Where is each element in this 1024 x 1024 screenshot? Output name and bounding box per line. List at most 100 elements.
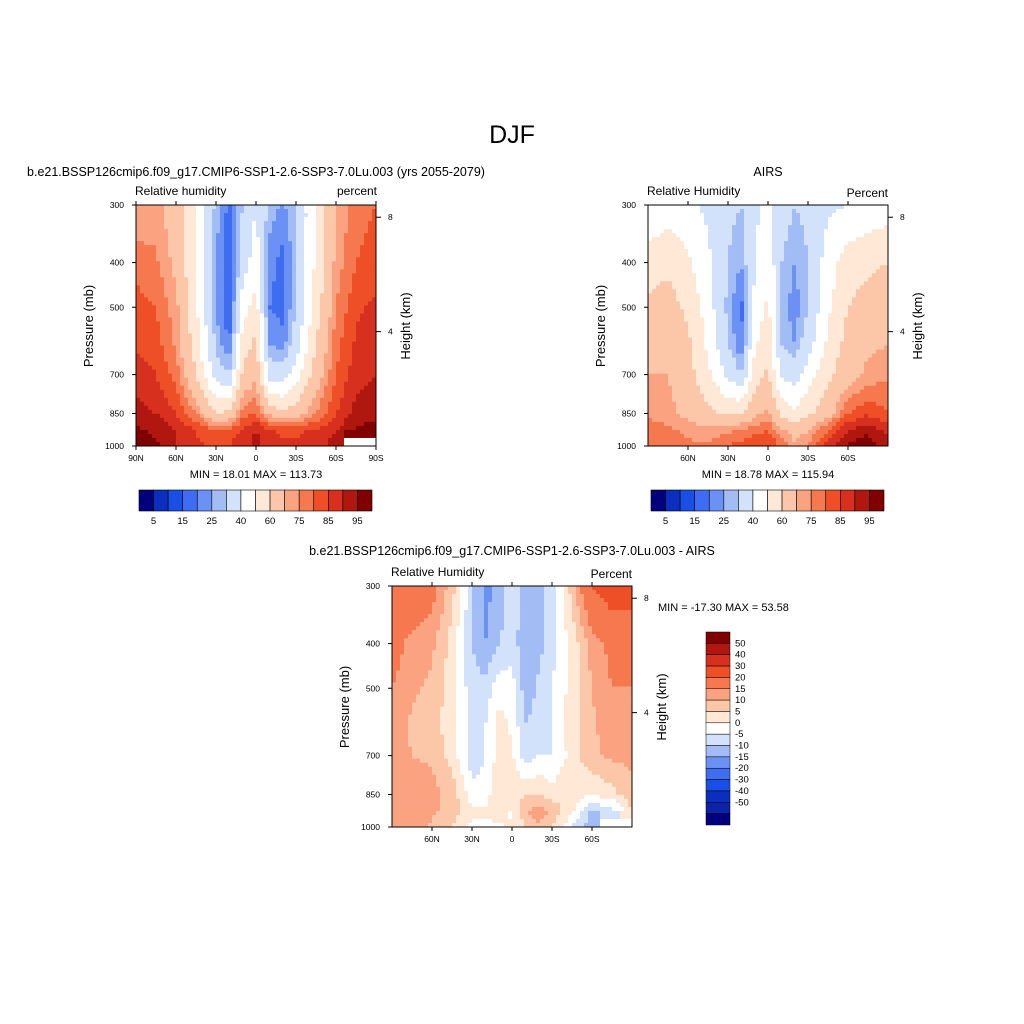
- field-cell: [776, 233, 781, 238]
- field-cell: [232, 213, 237, 218]
- field-cell: [812, 265, 817, 270]
- field-cell: [216, 253, 221, 258]
- field-cell: [196, 373, 201, 379]
- field-cell: [184, 357, 189, 363]
- field-cell: [652, 225, 657, 230]
- field-cell: [172, 205, 177, 210]
- field-cell: [784, 281, 789, 286]
- field-cell: [144, 361, 149, 367]
- field-cell: [232, 257, 237, 262]
- field-cell: [260, 353, 265, 359]
- field-cell: [256, 393, 261, 399]
- field-cell: [268, 309, 273, 314]
- field-cell: [196, 209, 201, 214]
- field-cell: [316, 285, 321, 290]
- field-cell: [344, 401, 349, 407]
- field-cell: [248, 265, 253, 270]
- field-cell: [740, 277, 745, 282]
- field-cell: [300, 373, 305, 379]
- field-cell: [272, 285, 277, 290]
- field-cell: [696, 245, 701, 250]
- field-cell: [216, 437, 221, 443]
- field-cell: [200, 365, 205, 371]
- field-cell: [288, 213, 293, 218]
- field-cell: [796, 245, 801, 250]
- field-cell: [264, 289, 269, 294]
- field-cell: [280, 209, 285, 214]
- field-cell: [260, 377, 265, 383]
- field-cell: [356, 245, 361, 250]
- field-cell: [256, 281, 261, 286]
- field-cell: [648, 237, 653, 242]
- field-cell: [700, 213, 705, 218]
- field-cell: [328, 357, 333, 363]
- field-cell: [304, 389, 309, 395]
- field-cell: [168, 249, 173, 254]
- field-cell: [268, 345, 273, 351]
- field-cell: [224, 389, 229, 395]
- field-cell: [136, 281, 141, 286]
- field-cell: [156, 381, 161, 387]
- field-cell: [148, 381, 153, 387]
- field-cell: [148, 385, 153, 391]
- field-cell: [336, 309, 341, 314]
- field-cell: [260, 257, 265, 262]
- field-cell: [156, 341, 161, 347]
- field-cell: [220, 321, 225, 326]
- field-cell: [728, 265, 733, 270]
- field-cell: [276, 417, 281, 423]
- field-cell: [208, 237, 213, 242]
- field-cell: [152, 225, 157, 230]
- field-cell: [220, 337, 225, 343]
- field-cell: [312, 433, 317, 439]
- field-cell: [168, 333, 173, 339]
- field-cell: [176, 357, 181, 363]
- field-cell: [360, 393, 365, 399]
- field-cell: [236, 205, 241, 210]
- field-cell: [364, 397, 369, 403]
- field-cell: [212, 349, 217, 355]
- field-cell: [136, 241, 141, 246]
- field-cell: [196, 377, 201, 383]
- field-cell: [292, 373, 297, 379]
- field-cell: [360, 325, 365, 331]
- field-cell: [176, 301, 181, 306]
- field-cell: [152, 309, 157, 314]
- left-string: Relative Humidity: [647, 184, 740, 198]
- field-cell: [240, 421, 245, 427]
- field-cell: [224, 237, 229, 242]
- field-cell: [372, 217, 377, 222]
- right-axis-label: Height (km): [398, 292, 413, 359]
- field-cell: [208, 421, 213, 427]
- field-cell: [768, 217, 773, 222]
- field-cell: [352, 353, 357, 359]
- field-cell: [716, 281, 721, 286]
- field-cell: [248, 289, 253, 294]
- field-cell: [288, 225, 293, 230]
- field-cell: [768, 273, 773, 278]
- field-cell: [660, 241, 665, 246]
- field-cell: [848, 265, 853, 270]
- field-cell: [276, 377, 281, 383]
- field-cell: [676, 269, 681, 274]
- field-cell: [300, 369, 305, 375]
- field-cell: [320, 373, 325, 379]
- field-cell: [284, 213, 289, 218]
- field-cell: [188, 245, 193, 250]
- field-cell: [356, 353, 361, 359]
- field-cell: [672, 249, 677, 254]
- field-cell: [336, 345, 341, 351]
- field-cell: [204, 345, 209, 351]
- field-cell: [344, 421, 349, 427]
- field-cell: [340, 221, 345, 226]
- field-cell: [240, 317, 245, 322]
- field-cell: [300, 353, 305, 359]
- field-cell: [872, 281, 877, 286]
- field-cell: [260, 281, 265, 286]
- field-cell: [148, 389, 153, 395]
- field-cell: [356, 225, 361, 230]
- field-cell: [344, 409, 349, 415]
- field-cell: [732, 209, 737, 214]
- field-cell: [192, 361, 197, 367]
- field-cell: [332, 357, 337, 363]
